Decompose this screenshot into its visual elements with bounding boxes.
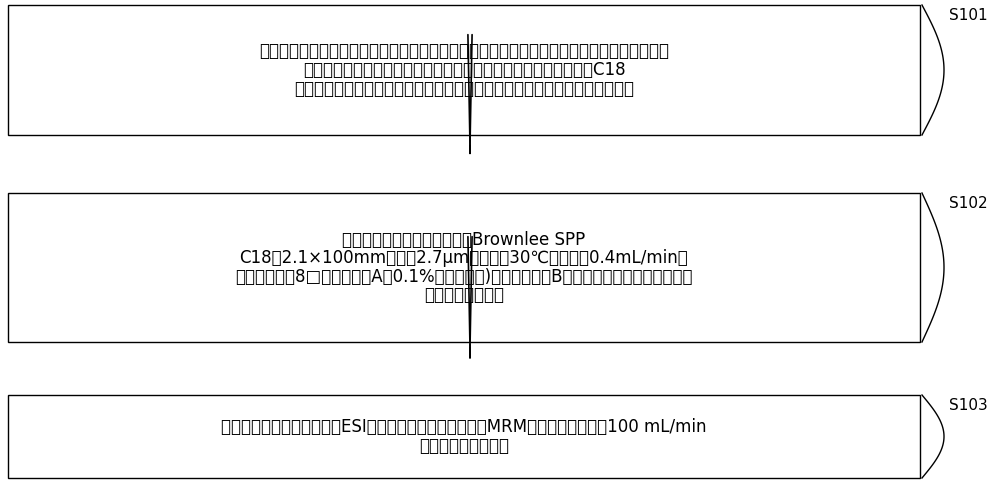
Text: C18，2.1×100mm，粒度2.7μm；柱温：30℃；流速：0.4mL/min；: C18，2.1×100mm，粒度2.7μm；柱温：30℃；流速：0.4mL/mi… [240,249,688,267]
Text: 液相色谱参考条件：色谱柱：Brownlee SPP: 液相色谱参考条件：色谱柱：Brownlee SPP [342,230,586,249]
Text: 室温超声提取，离心；取上清液到离心管，加净化剂无水硫酸钓，C18: 室温超声提取，离心；取上清液到离心管，加净化剂无水硫酸钓，C18 [303,61,625,79]
Text: 程序进行梯度洗脱: 程序进行梯度洗脱 [424,286,504,304]
Text: 质谱分析条件：电离方式：ESI；正离子模式；检测方式：MRM；反吹干燥气流量100 mL/min: 质谱分析条件：电离方式：ESI；正离子模式；检测方式：MRM；反吹干燥气流量10… [221,418,707,436]
Bar [8,193,920,342]
Text: ；热表面诱导去溶剂: ；热表面诱导去溶剂 [419,437,509,455]
Text: S103: S103 [949,398,988,413]
Text: S102: S102 [949,196,988,211]
Text: 提取与净化：称取植物叶片于离心管中，加入乙腥，漩涡混合，加入盐析材料，漩涡混匀后，: 提取与净化：称取植物叶片于离心管中，加入乙腥，漩涡混合，加入盐析材料，漩涡混匀后… [259,43,669,60]
Text: 净化，漩涡混匀，上清液过有机相微孔滤膜，吸取滤液用液相色谱质谱仪测定: 净化，漩涡混匀，上清液过有机相微孔滤膜，吸取滤液用液相色谱质谱仪测定 [294,80,634,98]
Text: 样品室温度：8□；流动相：A为0.1%（体积分数)甲酸水溶液，B为乙腥；利用流动相梯度洗脱: 样品室温度：8□；流动相：A为0.1%（体积分数)甲酸水溶液，B为乙腥；利用流动… [235,268,693,286]
Bar [8,395,920,478]
Bar [8,5,920,135]
Text: S101: S101 [949,8,988,23]
